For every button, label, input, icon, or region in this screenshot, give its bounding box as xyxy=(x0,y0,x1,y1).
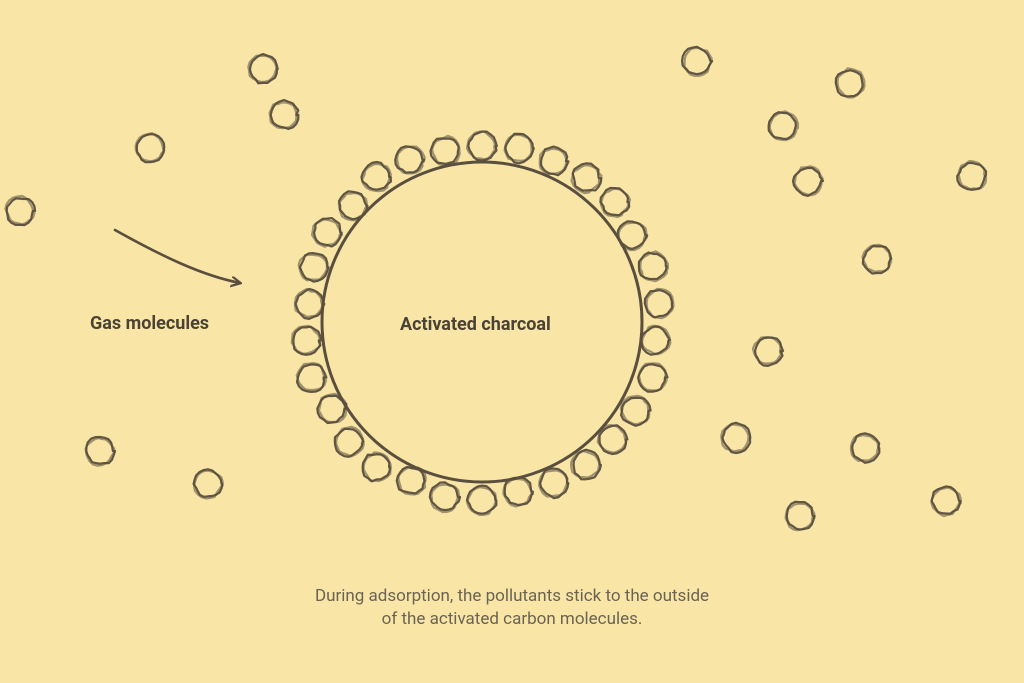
diagram-svg xyxy=(0,0,1024,683)
molecule-icon xyxy=(957,161,986,190)
molecule-icon xyxy=(5,196,35,225)
molecule-icon xyxy=(430,482,460,512)
molecule-icon xyxy=(863,245,892,274)
molecule-icon xyxy=(621,396,651,426)
molecule-icon xyxy=(505,134,534,163)
molecule-icon xyxy=(721,423,750,453)
molecule-icon xyxy=(363,452,391,481)
background xyxy=(0,0,1024,683)
gas-molecules-label: Gas molecules xyxy=(90,313,209,334)
molecule-icon xyxy=(836,68,865,97)
molecule-icon xyxy=(299,253,329,282)
molecule-icon xyxy=(539,469,568,499)
molecule-icon xyxy=(645,289,674,318)
molecule-icon xyxy=(503,478,533,507)
molecule-icon xyxy=(312,218,342,247)
molecule-icon xyxy=(467,131,497,160)
molecule-icon xyxy=(572,163,602,193)
caption-text: During adsorption, the pollutants stick … xyxy=(202,585,822,631)
molecule-icon xyxy=(248,54,277,83)
molecule-icon xyxy=(540,147,569,176)
activated-charcoal-label: Activated charcoal xyxy=(400,314,551,335)
molecule-icon xyxy=(639,251,668,281)
molecule-icon xyxy=(571,450,601,480)
molecule-icon xyxy=(682,47,712,76)
molecule-icon xyxy=(851,433,879,463)
molecule-icon xyxy=(769,111,798,140)
molecule-icon xyxy=(86,437,115,466)
diagram-stage: Gas molecules Activated charcoal During … xyxy=(0,0,1024,683)
molecule-icon xyxy=(270,100,299,129)
molecule-icon xyxy=(395,146,424,174)
molecule-icon xyxy=(467,486,496,515)
molecule-icon xyxy=(297,363,327,392)
molecule-icon xyxy=(136,133,165,162)
molecule-icon xyxy=(638,363,667,391)
molecule-icon xyxy=(786,502,815,530)
molecule-icon xyxy=(335,427,364,457)
molecule-icon xyxy=(292,326,321,355)
molecule-icon xyxy=(431,136,460,166)
